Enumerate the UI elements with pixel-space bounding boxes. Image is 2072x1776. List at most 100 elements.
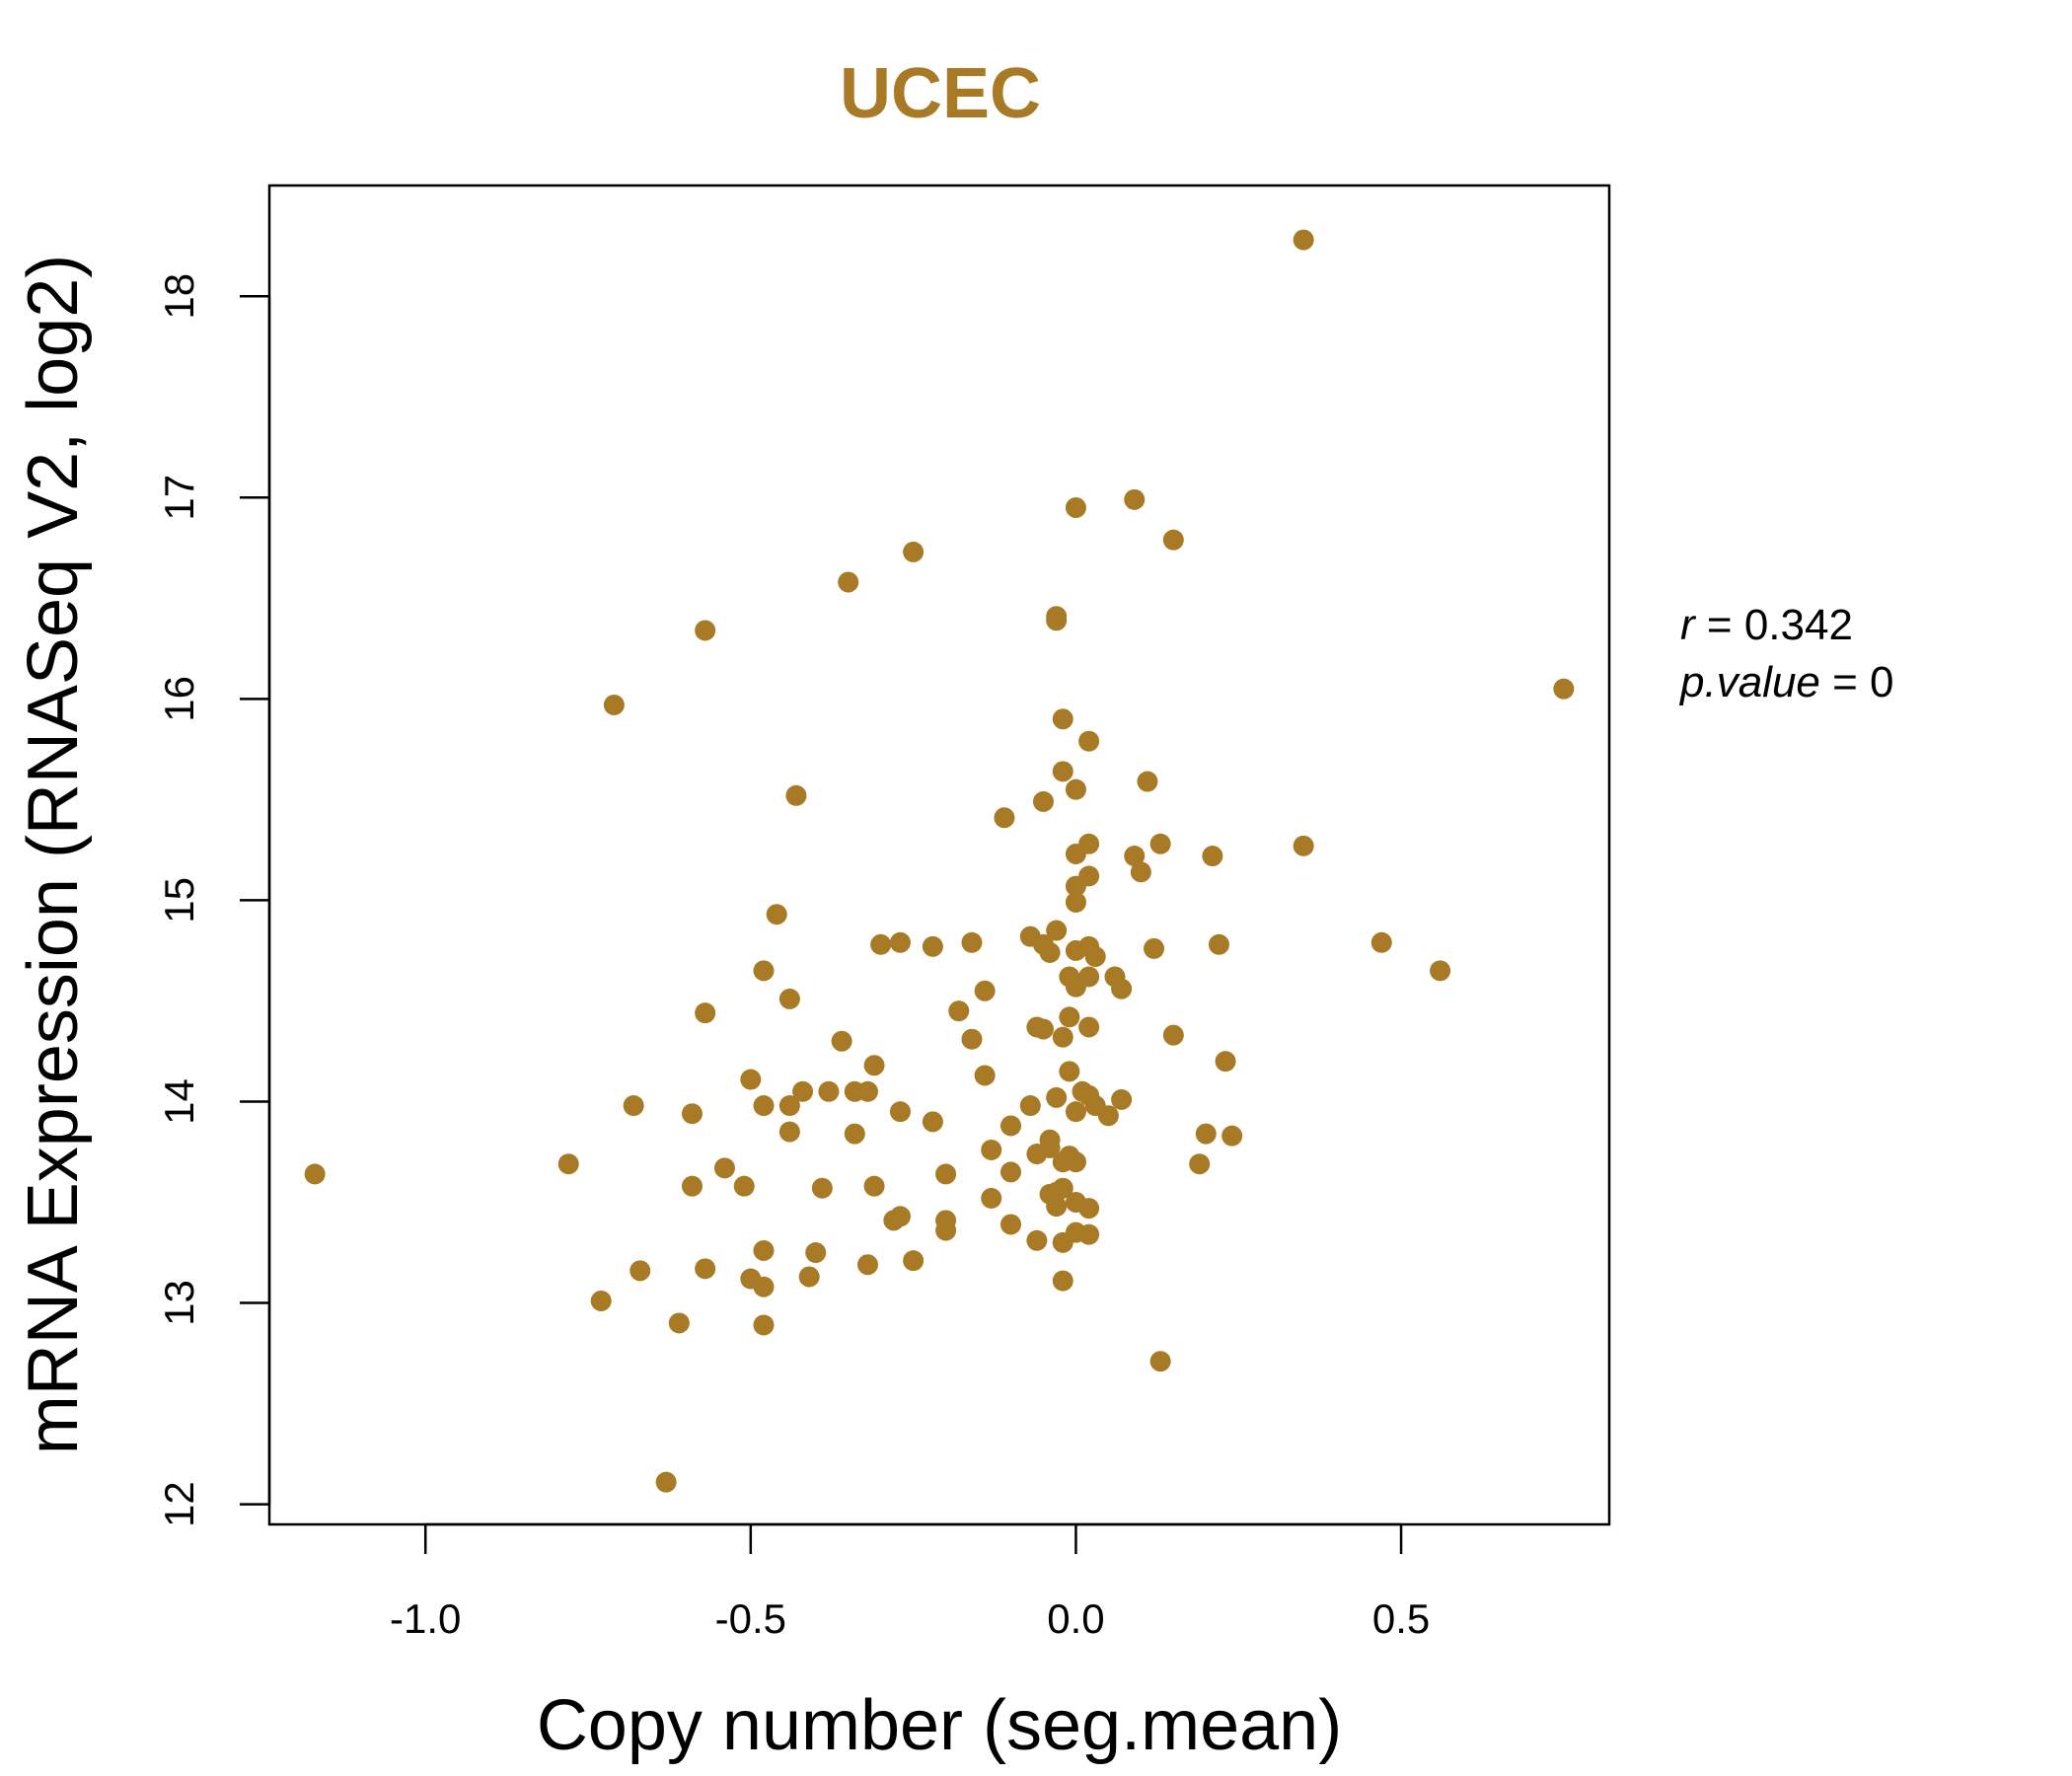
data-point [1052, 761, 1073, 782]
data-point [811, 1177, 833, 1199]
data-point [740, 1069, 762, 1090]
y-axis: 12 13 14 15 16 17 18 [156, 273, 271, 1527]
data-point [1046, 1086, 1068, 1108]
data-point [994, 807, 1015, 829]
data-point [766, 904, 787, 925]
data-point [1215, 1051, 1236, 1073]
r-equals: = [1707, 601, 1744, 649]
data-point [974, 1065, 996, 1086]
data-point [668, 1312, 690, 1334]
data-point [778, 988, 800, 1009]
r-label: r [1680, 601, 1697, 649]
data-point [981, 1139, 1002, 1160]
data-point [603, 694, 625, 715]
data-point [623, 1095, 644, 1117]
data-point [1065, 1151, 1086, 1173]
data-point [695, 620, 716, 641]
p-equals: = [1832, 658, 1870, 706]
data-point [1162, 1024, 1184, 1046]
data-point [838, 571, 859, 593]
data-point [1052, 1270, 1073, 1292]
data-point [1149, 833, 1171, 854]
data-point [1019, 925, 1041, 947]
data-point [1000, 1214, 1022, 1235]
y-axis-label: mRNA Expression (RNASeq V2, log2) [14, 255, 93, 1454]
data-point [1065, 778, 1086, 800]
data-point [713, 1157, 735, 1179]
data-point [1059, 1006, 1080, 1028]
data-point [1130, 861, 1151, 883]
data-point [1189, 1153, 1211, 1175]
data-point [961, 931, 983, 953]
data-point [629, 1260, 651, 1282]
data-point [1039, 941, 1061, 963]
data-point [753, 1239, 775, 1261]
data-point [1078, 1016, 1100, 1038]
data-point [695, 1002, 716, 1024]
data-point [889, 931, 911, 953]
data-point [1162, 529, 1184, 551]
data-point [961, 1028, 983, 1050]
data-point [1046, 920, 1068, 941]
x-tick-label: 0.5 [1372, 1595, 1430, 1642]
data-point [1065, 496, 1086, 518]
data-point [778, 1095, 800, 1117]
correlation-annotation: r = 0.342 [1680, 601, 1853, 649]
data-points [304, 229, 1575, 1493]
data-point [1221, 1125, 1243, 1147]
data-point [1052, 708, 1073, 730]
data-point [1052, 1177, 1073, 1199]
data-point [1026, 1144, 1048, 1165]
data-point [863, 1055, 885, 1076]
data-point [922, 1111, 943, 1133]
data-point [1553, 678, 1575, 700]
data-point [1149, 1351, 1171, 1372]
data-point [1202, 846, 1223, 867]
data-point [889, 1101, 911, 1123]
data-point [792, 1080, 814, 1102]
data-point [1208, 933, 1229, 955]
data-point [1026, 1229, 1048, 1251]
data-point [974, 980, 996, 1001]
data-point [1195, 1123, 1217, 1145]
data-point [1111, 978, 1133, 999]
x-tick-label: -0.5 [715, 1595, 786, 1642]
p-label: p.value [1678, 658, 1820, 706]
data-point [1046, 1196, 1068, 1218]
y-tick-label: 15 [156, 877, 202, 924]
data-point [903, 1250, 925, 1272]
data-point [805, 1242, 827, 1264]
data-point [798, 1266, 820, 1288]
data-point [1078, 1198, 1100, 1220]
data-point [883, 1210, 905, 1231]
y-tick-label: 18 [156, 273, 202, 320]
data-point [1065, 891, 1086, 913]
data-point [681, 1103, 703, 1125]
data-point [1052, 1026, 1073, 1048]
data-point [1430, 960, 1451, 982]
y-tick-label: 13 [156, 1280, 202, 1326]
data-point [655, 1471, 677, 1493]
data-point [844, 1123, 865, 1145]
data-point [1065, 1101, 1086, 1123]
y-tick-label: 14 [156, 1078, 202, 1125]
data-point [695, 1258, 716, 1280]
data-point [1019, 1095, 1041, 1117]
data-point [1032, 1018, 1054, 1040]
data-point [733, 1175, 755, 1197]
data-point [1137, 771, 1158, 792]
data-point [778, 1121, 800, 1143]
data-point [304, 1163, 326, 1185]
data-point [1078, 730, 1100, 752]
data-point [1046, 610, 1068, 631]
data-point [948, 1000, 970, 1022]
data-point [863, 1175, 885, 1197]
data-point [681, 1175, 703, 1197]
data-point [1293, 229, 1314, 251]
data-point [1032, 790, 1054, 812]
data-point [753, 960, 775, 982]
data-point [1293, 835, 1314, 856]
data-point [753, 1095, 775, 1117]
r-value: 0.342 [1744, 601, 1853, 649]
x-axis: -1.0 -0.5 0.0 0.5 [390, 1522, 1430, 1642]
